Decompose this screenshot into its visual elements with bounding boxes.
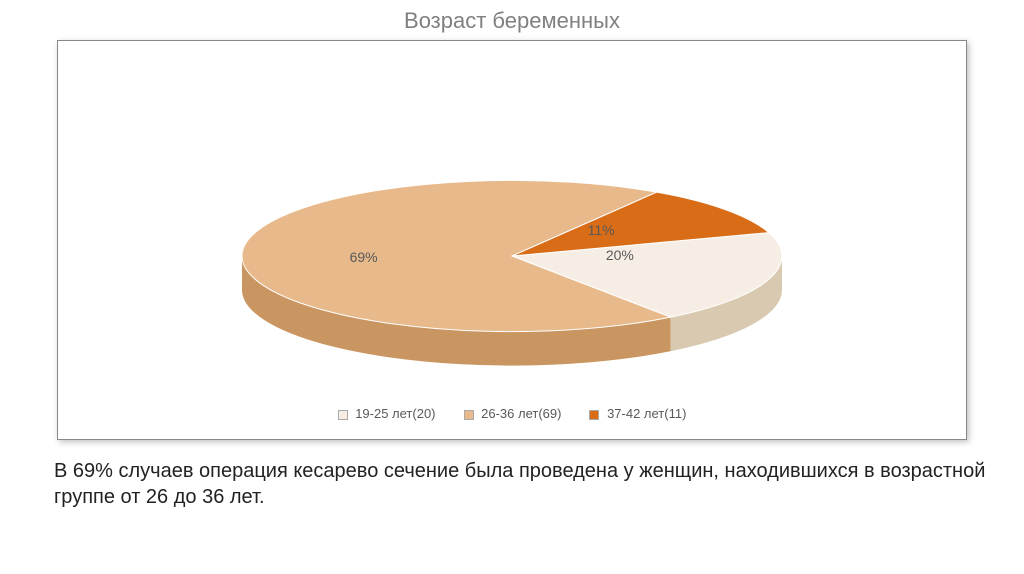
- chart-title: Возраст беременных: [0, 0, 1024, 40]
- legend-swatch: [589, 410, 599, 420]
- legend-label: 26-36 лет(69): [478, 406, 562, 421]
- legend-label: 19-25 лет(20): [352, 406, 436, 421]
- legend: 19-25 лет(20) 26-36 лет(69) 37-42 лет(11…: [58, 406, 966, 421]
- legend-swatch: [338, 410, 348, 420]
- legend-item: 37-42 лет(11): [589, 406, 686, 421]
- chart-panel: 20% 69% 11% 19-25 лет(20) 26-36 лет(69) 37…: [57, 40, 967, 440]
- slice-pct-label: 69%: [350, 249, 378, 265]
- legend-item: 26-36 лет(69): [464, 406, 562, 421]
- slice-pct-label: 20%: [606, 247, 634, 263]
- slice-pct-label: 11%: [588, 222, 615, 238]
- pie-svg: [232, 161, 792, 381]
- legend-label: 37-42 лет(11): [603, 406, 686, 421]
- legend-swatch: [464, 410, 474, 420]
- pie-chart: 20% 69% 11%: [232, 161, 792, 381]
- legend-item: 19-25 лет(20): [338, 406, 436, 421]
- caption-text: В 69% случаев операция кесарево сечение …: [32, 458, 992, 510]
